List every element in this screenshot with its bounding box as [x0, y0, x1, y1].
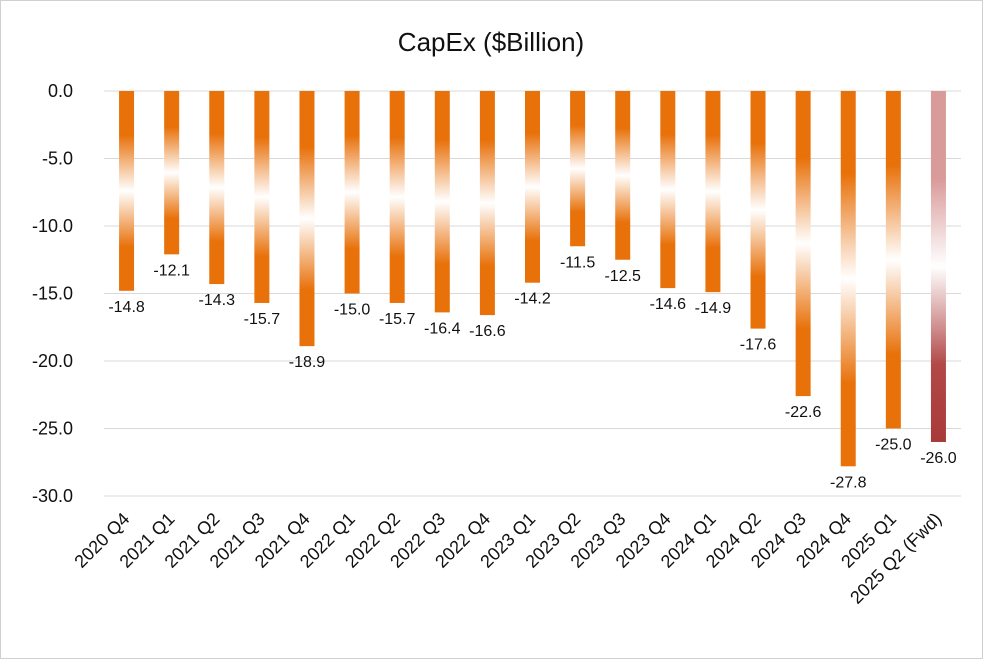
- y-tick-label: -5.0: [42, 149, 73, 169]
- data-label: -15.0: [334, 302, 371, 319]
- y-tick-label: -20.0: [32, 351, 73, 371]
- bar: [885, 91, 901, 429]
- bar: [750, 91, 766, 329]
- data-label: -15.7: [379, 311, 416, 328]
- bar: [434, 91, 450, 313]
- data-label: -12.5: [604, 268, 641, 285]
- bars: [119, 91, 946, 467]
- y-tick-label: 0.0: [48, 81, 73, 101]
- data-label: -14.6: [650, 296, 687, 313]
- y-tick-label: -25.0: [32, 419, 73, 439]
- bar: [705, 91, 721, 293]
- data-label: -26.0: [920, 450, 957, 467]
- bar: [570, 91, 586, 247]
- bar: [119, 91, 135, 291]
- data-label: -14.9: [695, 300, 732, 317]
- bar: [660, 91, 676, 289]
- data-labels: -14.8 -12.1 -14.3 -15.7 -18.9 -15.0 -15.7 -16.4…: [108, 254, 956, 491]
- data-label: -27.8: [830, 474, 867, 491]
- data-label: -17.6: [740, 337, 777, 354]
- data-label: -25.0: [875, 437, 912, 454]
- bar: [525, 91, 540, 283]
- data-label: -14.8: [108, 299, 145, 316]
- bar: [615, 91, 631, 260]
- data-label: -18.9: [289, 354, 326, 371]
- y-axis-ticks: 0.0 -5.0 -10.0 -15.0 -20.0 -25.0 -30.0: [32, 81, 73, 506]
- bar: [164, 91, 180, 255]
- data-label: -14.2: [514, 291, 551, 308]
- bar: [344, 91, 360, 294]
- y-tick-label: -10.0: [32, 216, 73, 236]
- data-label: -16.6: [469, 323, 506, 340]
- bar: [389, 91, 405, 303]
- bar: [479, 91, 495, 316]
- chart-title: CapEx ($Billion): [398, 27, 584, 57]
- y-tick-label: -15.0: [32, 284, 73, 304]
- bar: [795, 91, 811, 397]
- data-label: -16.4: [424, 320, 461, 337]
- bar: [209, 91, 225, 285]
- bar: [254, 91, 270, 303]
- bar: [930, 91, 946, 442]
- data-label: -12.1: [153, 262, 190, 279]
- bar: [299, 91, 315, 347]
- data-label: -14.3: [199, 292, 236, 309]
- y-tick-label: -30.0: [32, 486, 73, 506]
- bar: [840, 91, 856, 467]
- data-label: -11.5: [560, 254, 595, 271]
- data-label: -22.6: [785, 404, 822, 421]
- data-label: -15.7: [244, 311, 281, 328]
